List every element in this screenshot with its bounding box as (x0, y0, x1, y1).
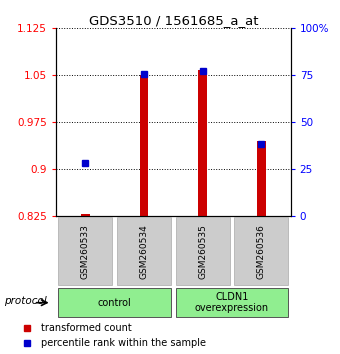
Text: protocol: protocol (4, 296, 47, 306)
Bar (117, 217, 171, 285)
Bar (176, 288, 288, 317)
Text: transformed count: transformed count (41, 322, 132, 332)
Bar (176, 217, 230, 285)
Bar (58, 217, 113, 285)
Text: percentile rank within the sample: percentile rank within the sample (41, 338, 206, 348)
Text: CLDN1
overexpression: CLDN1 overexpression (195, 292, 269, 314)
Bar (140, 75, 149, 216)
Bar (234, 217, 288, 285)
Bar (81, 214, 90, 216)
Text: GSM260534: GSM260534 (140, 224, 149, 279)
Text: GSM260536: GSM260536 (257, 224, 266, 279)
Bar (198, 70, 207, 216)
Text: control: control (98, 298, 132, 308)
Text: GSM260535: GSM260535 (198, 224, 207, 279)
Title: GDS3510 / 1561685_a_at: GDS3510 / 1561685_a_at (89, 14, 258, 27)
Bar (257, 141, 266, 216)
Bar (58, 288, 171, 317)
Text: GSM260533: GSM260533 (81, 224, 90, 279)
